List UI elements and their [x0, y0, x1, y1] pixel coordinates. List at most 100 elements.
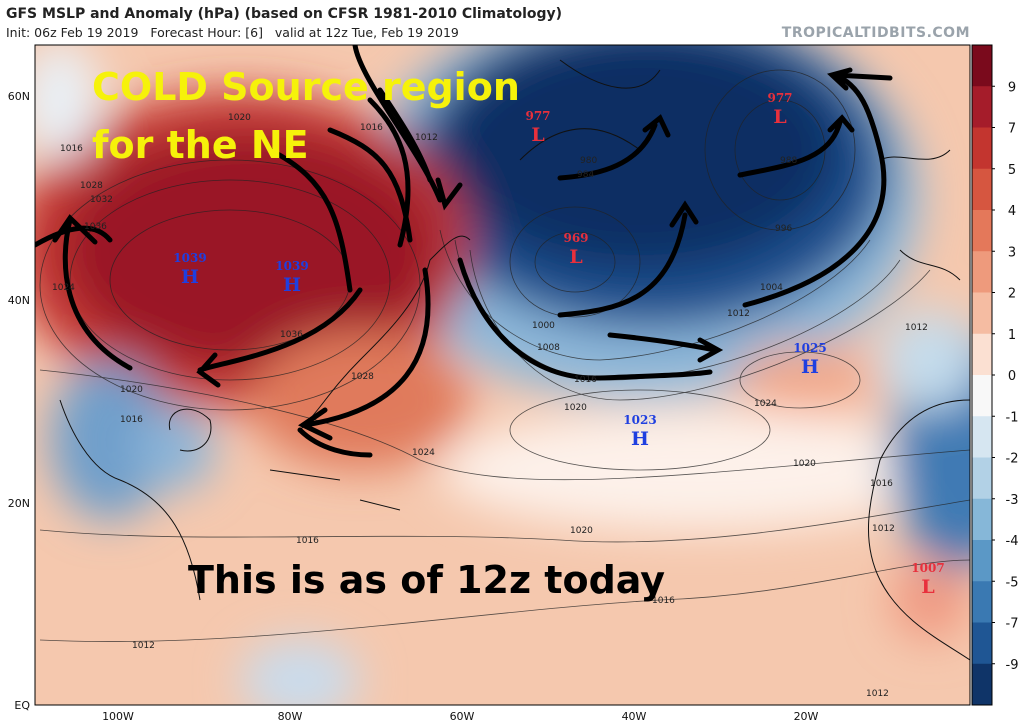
center-letter: H	[801, 356, 819, 378]
colorbar-tick-label: 9	[1008, 80, 1016, 95]
isobar-label: 1016	[574, 375, 597, 385]
lon-label: 100W	[102, 710, 134, 723]
isobar-label: 1020	[228, 113, 251, 123]
colorbar-tick-label: -9	[1006, 658, 1019, 673]
center-letter: L	[531, 124, 544, 146]
isobar-label: 1004	[760, 283, 783, 293]
isobar-label: 1028	[80, 181, 103, 191]
colorbar-tick-label: 7	[1008, 122, 1016, 137]
isobar-label: 980	[580, 156, 597, 166]
arrows	[35, 45, 893, 458]
center-value: 1023	[623, 413, 656, 427]
source: TROPICALTIDBITS.COM	[782, 25, 970, 41]
center-value: 977	[767, 91, 792, 105]
center-letter: L	[921, 576, 934, 598]
colorbar-segment	[972, 210, 992, 252]
center-letter: H	[283, 274, 301, 296]
isobar-label: 984	[577, 170, 594, 180]
isobar-label: 1012	[132, 641, 155, 651]
colorbar-tick-label: 3	[1008, 245, 1016, 260]
center-value: 1039	[173, 251, 206, 265]
isobar-label: 996	[775, 224, 792, 234]
isobar-label: 1024	[754, 399, 777, 409]
colorbar-segment	[972, 457, 992, 500]
isobar-label: 1008	[537, 343, 560, 353]
colorbar-segment	[972, 416, 992, 458]
isobar-label: 1012	[905, 323, 928, 333]
colorbar-tick-label: 1	[1008, 328, 1016, 343]
colorbar-segment	[972, 45, 992, 87]
center-value: 969	[563, 231, 588, 245]
colorbar-segment	[972, 251, 992, 293]
isobar-label: 1020	[120, 385, 143, 395]
isobar-label: 1020	[570, 526, 593, 536]
isobar-label: 1024	[412, 448, 435, 458]
colorbar-tick-label: -3	[1006, 493, 1019, 508]
colorbar-tick-label: -7	[1006, 617, 1019, 632]
isobar-label: 1020	[793, 459, 816, 469]
colorbar-segment	[972, 86, 992, 128]
colorbar-tick-label: 0	[1008, 369, 1016, 384]
lon-label: 40W	[622, 710, 647, 723]
center-value: 977	[525, 109, 550, 123]
isobar-label: 1032	[90, 195, 113, 205]
colorbar-segment	[972, 622, 992, 665]
center-value: 1039	[275, 259, 308, 273]
longitude-labels: 100W 80W 60W 40W 20W	[102, 710, 818, 723]
lat-label: 60N	[8, 90, 30, 103]
colorbar-segment	[972, 498, 992, 541]
isobar-label: 1036	[84, 222, 107, 232]
annotation: This is as of 12z today	[188, 558, 665, 602]
isobar-label: 988	[780, 156, 797, 166]
colorbar-tick-label: 2	[1008, 287, 1016, 302]
center-letter: L	[773, 106, 786, 128]
colorbar-segment	[972, 540, 992, 582]
colorbar-segment	[972, 292, 992, 335]
center-letter: H	[631, 428, 649, 450]
center-value: 1025	[793, 341, 826, 355]
colorbar-segment	[972, 375, 992, 417]
isobar-label: 1016	[652, 596, 675, 606]
colorbar-tick-label: 4	[1008, 204, 1016, 219]
isobar-label: 1028	[351, 372, 374, 382]
isobar-label: 1016	[296, 536, 319, 546]
colorbar-segment	[972, 168, 992, 211]
title: GFS MSLP and Anomaly (hPa) (based on CFS…	[6, 6, 562, 22]
subtitle: Init: 06z Feb 19 2019 Forecast Hour: [6]…	[6, 25, 459, 40]
colorbar-segment	[972, 333, 992, 376]
lat-label: 20N	[8, 497, 30, 510]
annotation: COLD Source region	[92, 65, 520, 109]
isobar-label: 1016	[120, 415, 143, 425]
annotation: for the NE	[92, 123, 309, 167]
lon-label: 80W	[278, 710, 303, 723]
center-value: 1007	[911, 561, 944, 575]
colorbar: 9 7 5 4 3 2 1 0 -1 -2 -3 -4 -5 -7 -9	[971, 44, 1019, 706]
colorbar-segment	[972, 581, 992, 623]
isobar-label: 1020	[564, 403, 587, 413]
latitude-labels: 60N 40N 20N EQ	[8, 90, 31, 712]
isobar-label: 1012	[415, 133, 438, 143]
colorbar-tick-label: -1	[1006, 410, 1019, 425]
colorbar-tick-label: -2	[1006, 452, 1019, 467]
isobar-label: 1016	[870, 479, 893, 489]
center-letter: H	[181, 266, 199, 288]
anomaly-field	[35, 45, 970, 705]
colorbar-tick-label: -4	[1006, 534, 1019, 549]
lon-label: 60W	[450, 710, 475, 723]
lat-label: 40N	[8, 294, 30, 307]
colorbar-tick-label: -5	[1006, 575, 1019, 590]
center-letter: L	[569, 246, 582, 268]
isobar-label: 1012	[866, 689, 889, 699]
isobar-label: 1016	[60, 144, 83, 154]
isobar-label: 1012	[727, 309, 750, 319]
colorbar-tick-label: 5	[1008, 163, 1016, 178]
colorbar-segment	[972, 663, 992, 706]
isobar-label: 1000	[532, 321, 555, 331]
isobar-label: 1012	[872, 524, 895, 534]
isobar-label: 1036	[280, 330, 303, 340]
lat-label: EQ	[14, 699, 30, 712]
isobar-label: 1016	[360, 123, 383, 133]
